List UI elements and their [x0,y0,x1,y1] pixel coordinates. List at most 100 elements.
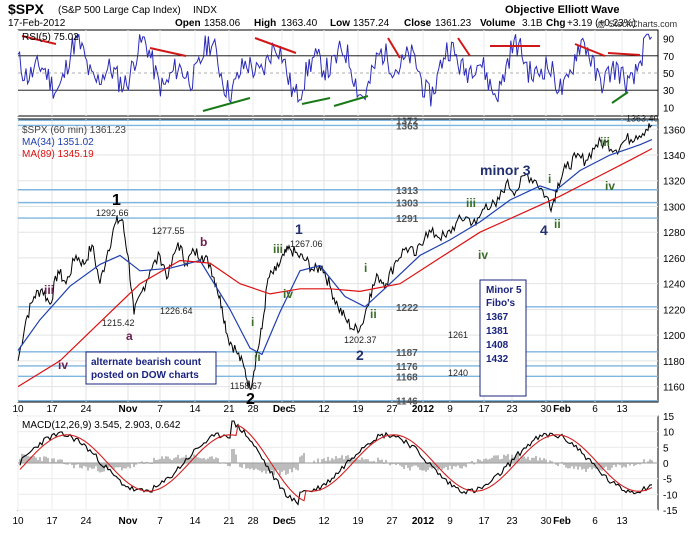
swing-level-label: 1277.55 [152,226,185,236]
x-tick-label-bottom: 5 [290,516,296,527]
x-tick-label-bottom: 9 [447,516,453,527]
x-tick-label-bottom: Dec [273,516,292,527]
macd-line [19,420,653,506]
wave-label: b [200,235,207,249]
symbol-title: $SPX [8,1,44,17]
macd-tick-label: -10 [663,490,678,501]
wave-label: 4 [540,222,548,238]
high-label: High [254,18,276,29]
macd-tick-label: 0 [663,459,669,470]
price-tick-label: 1360 [663,125,686,136]
grid-layer [17,30,658,511]
wave-label: iii [600,135,610,149]
rsi-divergence-line [149,47,187,57]
wave-label: 1 [295,221,303,237]
ma34-label: MA(34) 1351.02 [22,137,94,148]
swing-level-label: 1215.42 [102,318,135,328]
rsi-divergence-line [21,35,57,45]
fibo-level-label: 1303 [396,199,419,210]
note-line-1: alternate bearish count [91,357,202,368]
wave-label: 2 [356,347,364,363]
rsi-divergence-line [387,37,401,59]
minor5-fibo-2: 1381 [486,326,509,337]
fibo-level-label: 1313 [396,186,419,197]
wave-label: ii [254,350,261,364]
rsi-tick-label: 90 [663,35,675,46]
x-tick-label: 5 [290,404,296,415]
rsi-tick-label: 10 [663,103,675,114]
x-tick-label: 23 [506,404,518,415]
chg-value: +3.19 (+0.23%) [567,18,636,29]
swing-level-label: 1240 [448,368,468,378]
x-tick-label-bottom: 6 [592,516,598,527]
minor5-title: Minor 5 [486,285,522,296]
note-line-2: posted on DOW charts [91,370,199,381]
rsi-divergence-line [607,52,641,56]
wave-label: iii [273,242,283,256]
x-tick-label-bottom: 17 [46,516,58,527]
x-tick-label: 10 [12,404,24,415]
rsi-tick-label: 70 [663,52,675,63]
wave-label: iv [605,179,615,193]
wave-label: i [364,261,367,275]
macd-tick-label: 5 [663,443,669,454]
x-tick-label: 17 [46,404,58,415]
price-tick-label: 1240 [663,280,686,291]
price-tick-label: 1300 [663,202,686,213]
wave-label: i [251,315,254,329]
x-tick-label: 13 [616,404,628,415]
close-value: 1361.23 [435,18,472,29]
x-tick-label: 14 [189,404,201,415]
fibo-level-label: 1187 [396,348,418,359]
chart-date: 17-Feb-2012 [8,18,66,29]
x-tick-label: 27 [386,404,398,415]
x-tick-label-bottom: Feb [553,516,571,527]
minor5-box [479,279,527,397]
wave-label: ii [370,307,377,321]
wave-label: a [126,329,133,343]
x-tick-label: 21 [223,404,235,415]
swing-level-label: 1267.06 [290,239,323,249]
macd-signal-line [19,424,653,502]
rsi-divergence-line [611,91,629,104]
rsi-divergence-line [457,37,471,57]
x-tick-label-bottom: 30 [540,516,552,527]
x-tick-label-bottom: 14 [189,516,201,527]
brand-title: Objective Elliott Wave [505,4,620,16]
x-tick-label-bottom: 27 [386,516,398,527]
volume-value: 3.1B [522,18,543,29]
x-tick-label: 7 [157,404,163,415]
fibo-level-label: 1146 [396,397,418,408]
x-tick-label-bottom: 28 [247,516,259,527]
x-tick-label: 24 [80,404,92,415]
swing-level-label: 1261 [448,330,468,340]
rsi-divergence-line [333,95,369,107]
price-tick-label: 1280 [663,228,686,239]
x-tick-label: 2012 [412,404,435,415]
price-tick-label: 1220 [663,305,686,316]
price-tick-label: 1200 [663,331,686,342]
wave-label: iv [58,358,68,372]
wave-label: minor 3 [480,162,531,178]
x-tick-label: 28 [247,404,259,415]
low-label: Low [330,18,350,29]
fibo-level-label: 1291 [396,214,419,225]
symbol-name: (S&P 500 Large Cap Index) [58,5,181,16]
swing-level-label: 1202.37 [344,335,377,345]
minor5-fibo-1: 1367 [486,312,509,323]
fibo-level-label: 1372 [396,116,419,127]
series-layer [17,33,653,506]
close-label: Close [404,18,432,29]
x-tick-label-bottom: 2012 [412,516,435,527]
x-tick-label-bottom: Nov [119,516,138,527]
wave-label: 1 [112,192,121,209]
swing-level-label: 1226.64 [160,306,193,316]
rsi-divergence-line [254,37,297,54]
note-box [85,351,217,385]
x-tick-label: 30 [540,404,552,415]
minor5-fibo-3: 1408 [486,340,509,351]
fibo-level-label: 1222 [396,303,419,314]
ma34-line [17,139,653,356]
